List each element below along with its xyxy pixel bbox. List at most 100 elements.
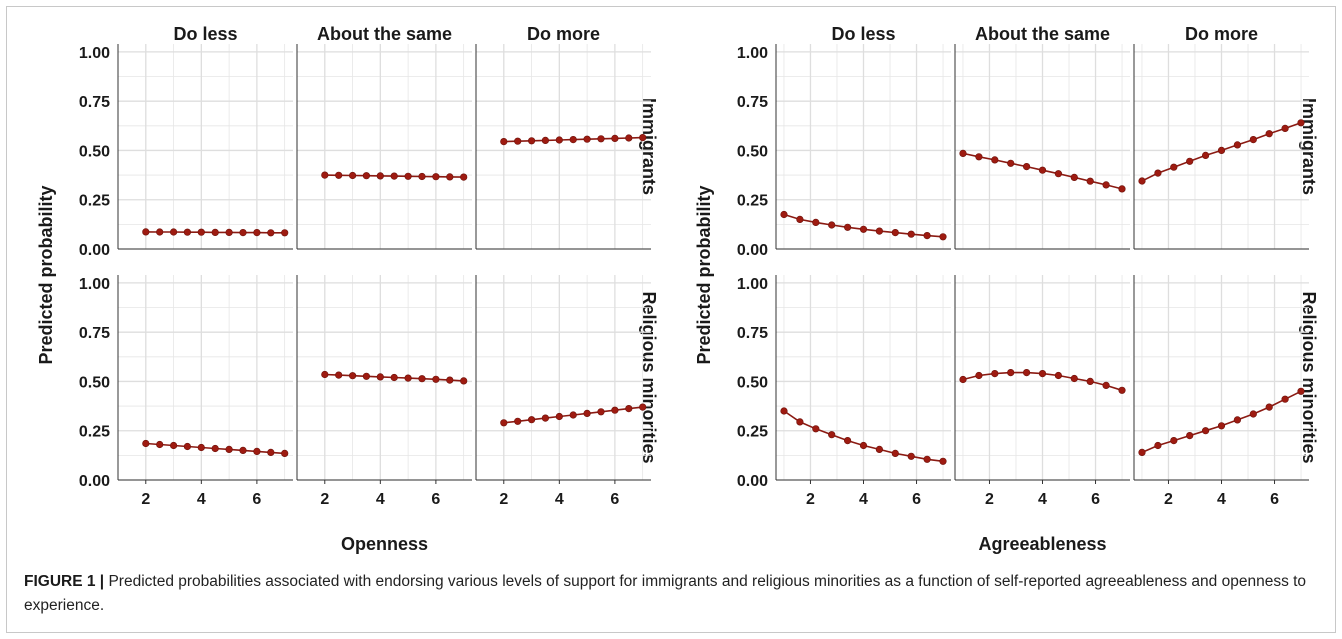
data-point: [404, 374, 412, 382]
data-point: [875, 227, 884, 235]
data-point: [1186, 432, 1194, 440]
data-point: [446, 173, 454, 181]
x-tick-label: 2: [499, 491, 508, 508]
facet-panel: [954, 275, 1130, 484]
y-tick-label: 0.25: [79, 193, 110, 210]
x-tick-label: 6: [610, 491, 619, 508]
data-point: [404, 172, 412, 180]
x-tick-label: 2: [806, 491, 815, 508]
data-point: [349, 372, 357, 380]
data-point: [376, 172, 384, 180]
data-point: [923, 232, 931, 240]
data-point: [281, 449, 289, 458]
caption-text: Predicted probabilities associated with …: [24, 573, 1307, 614]
data-point: [335, 171, 343, 179]
data-point: [1007, 159, 1015, 167]
facet-panel: [117, 275, 293, 484]
x-tick-label: 6: [252, 491, 261, 508]
data-point: [611, 406, 619, 414]
x-tick-label: 2: [320, 491, 329, 508]
data-point: [197, 228, 205, 236]
data-point: [891, 229, 899, 237]
data-point: [390, 373, 398, 382]
data-point: [197, 443, 205, 452]
y-tick-label: 1.00: [737, 276, 768, 293]
data-point: [1022, 369, 1031, 377]
data-point: [1138, 177, 1146, 185]
x-tick-label: 6: [1270, 491, 1279, 508]
caption-label: FIGURE 1 |: [24, 573, 105, 590]
y-tick-label: 0.75: [79, 325, 110, 342]
y-tick-label: 0.25: [737, 193, 768, 210]
data-point: [939, 457, 947, 465]
data-point: [183, 228, 191, 236]
data-point: [1249, 410, 1257, 418]
data-point: [253, 229, 261, 237]
x-tick-label: 6: [912, 491, 921, 508]
data-point: [156, 228, 164, 236]
data-point: [267, 229, 275, 237]
data-point: [1054, 170, 1062, 178]
data-point: [170, 441, 178, 450]
data-point: [142, 439, 150, 448]
data-point: [991, 156, 999, 164]
row-label: Immigrants: [1299, 98, 1319, 195]
data-point: [796, 215, 804, 223]
data-point: [1281, 124, 1289, 132]
facet-panel: [475, 275, 651, 484]
figure-frame: [6, 6, 1336, 633]
data-point: [1201, 151, 1210, 159]
data-point: [170, 228, 178, 236]
data-point: [1217, 146, 1226, 154]
data-point: [390, 172, 398, 180]
column-header: Do more: [1185, 24, 1258, 44]
y-tick-label: 1.00: [79, 45, 110, 62]
data-point: [1086, 177, 1094, 185]
data-point: [514, 417, 522, 425]
data-point: [939, 233, 947, 241]
data-point: [780, 210, 788, 219]
y-tick-label: 1.00: [737, 45, 768, 62]
data-point: [1170, 437, 1178, 445]
data-point: [1007, 369, 1015, 377]
data-point: [376, 373, 384, 381]
data-point: [460, 173, 468, 181]
x-tick-label: 4: [1038, 491, 1047, 508]
column-header: Do less: [831, 24, 895, 44]
data-point: [183, 442, 191, 451]
data-point: [500, 138, 508, 146]
data-point: [583, 135, 591, 143]
data-point: [625, 134, 633, 142]
data-point: [875, 445, 884, 454]
data-point: [959, 149, 967, 157]
data-point: [959, 375, 967, 384]
facet-panel: [775, 275, 951, 484]
y-tick-label: 0.75: [79, 94, 110, 111]
data-point: [1201, 427, 1210, 435]
data-point: [812, 218, 820, 226]
data-point: [923, 455, 931, 463]
x-tick-label: 4: [859, 491, 868, 508]
facet-panel: [775, 44, 951, 250]
data-point: [362, 172, 371, 180]
data-point: [253, 447, 261, 456]
data-point: [1265, 403, 1273, 411]
data-point: [156, 440, 164, 449]
data-point: [267, 448, 275, 457]
data-point: [639, 134, 647, 142]
y-tick-label: 0.00: [737, 473, 768, 490]
y-tick-label: 0.00: [79, 242, 110, 259]
data-point: [843, 223, 852, 231]
data-point: [611, 134, 619, 142]
x-tick-label: 4: [555, 491, 564, 508]
y-tick-label: 0.50: [79, 143, 110, 160]
data-point: [1022, 163, 1031, 171]
data-point: [211, 228, 219, 236]
data-point: [991, 370, 999, 378]
data-point: [569, 136, 577, 144]
data-point: [1070, 374, 1078, 383]
x-tick-label: 2: [1164, 491, 1173, 508]
data-point: [843, 437, 852, 445]
data-point: [225, 228, 233, 236]
y-tick-label: 0.25: [737, 424, 768, 441]
